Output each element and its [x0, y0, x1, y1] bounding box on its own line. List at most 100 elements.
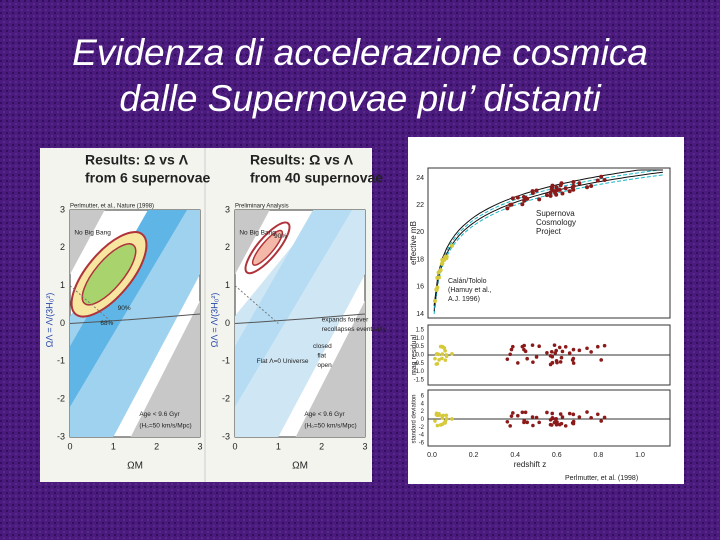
flat-line: [69, 285, 114, 324]
std-point: [559, 421, 564, 426]
residual-point: [558, 360, 563, 364]
sn-point: [567, 189, 572, 194]
x-tick-label: 0.2: [469, 452, 479, 459]
std-point: [537, 420, 541, 425]
y-tick-label: 0: [60, 318, 65, 328]
residual-point: [534, 355, 539, 359]
y-tick-label: 24: [416, 175, 424, 182]
sn-point: [559, 181, 564, 186]
residual-point: [511, 344, 515, 349]
main-plot: [427, 167, 671, 319]
residual-point: [440, 356, 444, 361]
std-point: [571, 412, 576, 417]
sn-point: [434, 287, 439, 292]
y-tick-label: -6: [419, 440, 425, 446]
sn-point: [595, 178, 600, 183]
std-point: [523, 410, 528, 415]
std-point: [444, 413, 449, 418]
y-axis-label: standard deviation: [412, 394, 418, 443]
x-tick-label: 3: [362, 441, 367, 451]
source-note: Perlmutter, et al. (1998): [565, 475, 638, 482]
residual-point: [450, 351, 454, 356]
y-tick-label: 14: [416, 311, 424, 318]
sn-point: [571, 179, 576, 184]
std-point: [522, 420, 526, 425]
residual-point: [599, 358, 603, 362]
sn-point: [548, 193, 553, 198]
project-label: Project: [536, 227, 562, 236]
age-region: [130, 300, 200, 437]
band: [235, 210, 365, 437]
residual-point: [559, 355, 564, 360]
y-tick-label: -3: [222, 431, 230, 441]
std-point: [509, 414, 514, 418]
y-tick-label: 0: [421, 417, 425, 423]
y-tick-label: -2: [419, 425, 425, 431]
residual-point: [571, 361, 576, 365]
no-big-bang-region: [70, 210, 105, 275]
residual-point: [537, 344, 541, 349]
band-inner: [70, 210, 187, 407]
contour: [81, 243, 137, 306]
calan-label: Calán/Tololo: [448, 278, 487, 285]
panel-subheading: from 40 supernovae: [250, 170, 383, 186]
std-point: [554, 423, 559, 427]
std-point: [558, 412, 563, 416]
x-tick-label: 0.6: [552, 452, 562, 459]
plot-annotation: closed: [313, 343, 332, 350]
residual-point: [437, 358, 441, 362]
residual-point: [567, 351, 572, 355]
residual-point: [602, 343, 607, 348]
residual-point: [563, 344, 568, 349]
y-tick-label: 1: [225, 280, 230, 290]
std-point: [563, 424, 568, 428]
std-point: [435, 423, 440, 428]
x-tick-label: 1: [276, 441, 281, 451]
y-tick-label: 1.0: [416, 336, 425, 342]
std-point: [505, 419, 510, 424]
std-point: [530, 415, 535, 419]
x-tick-label: 2: [154, 441, 159, 451]
y-axis-label: mag residual: [411, 335, 418, 376]
y-tick-label: 2: [225, 242, 230, 252]
residual-point: [525, 356, 529, 361]
y-tick-label: -4: [419, 433, 425, 439]
project-label: Supernova: [536, 209, 575, 218]
plot-annotation: No Big Bang: [239, 229, 276, 236]
residual-point: [595, 344, 600, 349]
y-axis-label: ΩΛ = Λ/(3H₀²): [209, 293, 219, 348]
y-axis-label: effective mB: [409, 221, 418, 265]
plot-annotation: Age < 9.6 Gyr: [304, 411, 345, 418]
residual-point: [530, 343, 535, 347]
y-tick-label: 22: [416, 202, 424, 209]
x-tick-label: 1.0: [635, 452, 645, 459]
sn-point: [520, 202, 525, 207]
x-axis-label: ΩM: [292, 461, 308, 472]
panel-heading: Results: Ω vs Λ: [85, 152, 189, 168]
sn-point: [571, 187, 576, 192]
plot-annotation: Age < 9.6 Gyr: [139, 411, 180, 418]
y-tick-label: -2: [222, 394, 230, 404]
band: [70, 210, 200, 437]
sn-point: [443, 254, 448, 259]
y-tick-label: 3: [225, 204, 230, 214]
residual-point: [553, 351, 558, 355]
std-point: [567, 411, 572, 416]
std-point: [589, 416, 593, 420]
residual-point: [545, 351, 549, 355]
x-tick-label: 2: [319, 441, 324, 451]
residual-point: [522, 347, 526, 352]
std-point: [570, 421, 575, 425]
residual-point: [508, 352, 512, 357]
plot-annotation: (H₀=50 km/s/Mpc): [139, 422, 191, 429]
no-big-bang-region: [235, 210, 270, 275]
project-label: Cosmology: [536, 218, 576, 227]
std-point: [599, 419, 603, 423]
std-point: [555, 420, 559, 424]
sn-point: [515, 195, 520, 200]
residual-point: [552, 343, 557, 347]
source-note: Preliminary Analysis: [235, 204, 289, 210]
residual-point: [548, 353, 553, 358]
std-point: [585, 410, 589, 414]
x-tick-label: 0.0: [427, 452, 437, 459]
